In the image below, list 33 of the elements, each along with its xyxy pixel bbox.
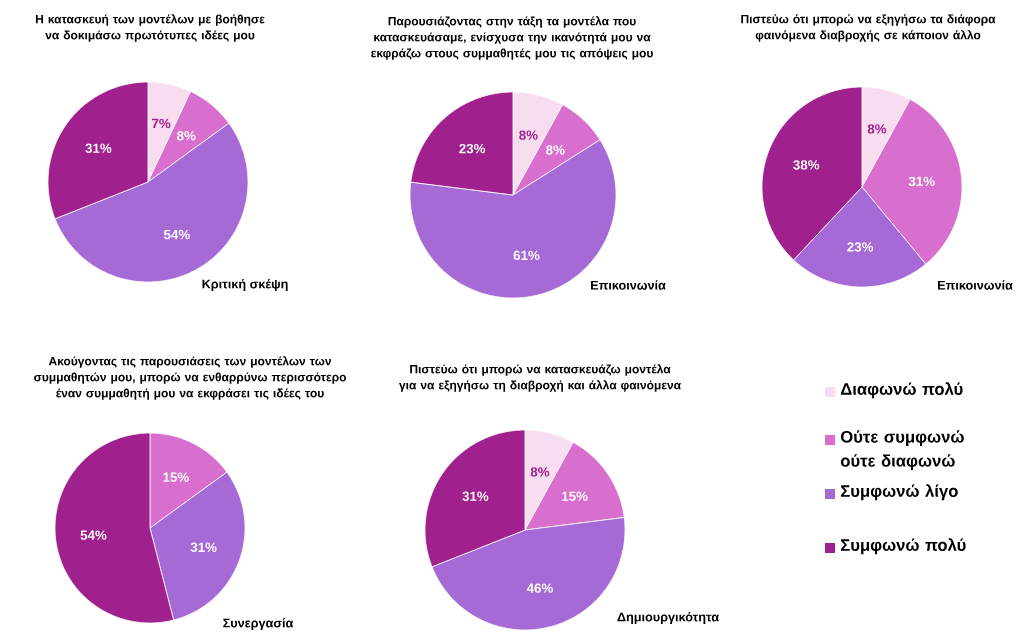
data-label: 46% bbox=[526, 583, 553, 593]
chart-title: Η κατασκευή των μοντέλων με βοήθησε να δοκιμάσω πρωτότυπες ιδέες μου bbox=[35, 14, 265, 42]
data-label: 31% bbox=[908, 176, 935, 187]
data-label: 15% bbox=[163, 472, 189, 482]
data-label: 23% bbox=[847, 242, 874, 252]
data-label: 54% bbox=[80, 530, 107, 540]
data-label: 38% bbox=[793, 160, 820, 170]
data-label: 54% bbox=[163, 229, 190, 240]
legend-label: Διαφωνώ πολύ bbox=[840, 382, 963, 399]
text: Επικοινωνία bbox=[938, 280, 1013, 290]
data-label: 31% bbox=[85, 143, 112, 153]
chart-title: Ακούγοντας τις παρουσιάσεις των μοντέλων των συμμαθητών μου, μπορώ να ενθαρρύνω περισσότερο έναν συμμαθητή μου να εκφράσει τις ιδέες του bbox=[34, 356, 346, 400]
data-label: 31% bbox=[190, 542, 217, 553]
data-label: 8% bbox=[530, 467, 550, 477]
chart-title: Πιστεύω ότι μπορώ να κατασκευάζω μοντέλα για να εξηγήσω τη διαβροχή και άλλα φαινόμενα bbox=[399, 364, 681, 392]
data-label: 8% bbox=[867, 124, 887, 134]
legend-label: Ούτε συμφωνώ ούτε διαφωνώ bbox=[840, 430, 964, 470]
data-label: 31% bbox=[462, 491, 489, 501]
data-label: 15% bbox=[562, 491, 588, 501]
chart-title: Πιστεύω ότι μπορώ να εξηγήσω τα διάφορα φαινόμενα διαβροχής σε κάποιον άλλο bbox=[741, 14, 996, 42]
data-label: 7% bbox=[152, 118, 171, 129]
data-label: 8% bbox=[546, 145, 565, 155]
legend-label: Συμφωνώ πολύ bbox=[841, 538, 966, 555]
text: Επικοινωνία bbox=[591, 280, 666, 290]
text: Συνεργασία bbox=[223, 618, 294, 630]
text: Δημιουργικότητα bbox=[617, 612, 719, 624]
chart-title: Παρουσιάζοντας στην τάξη τα μοντέλα που κατασκευάσαμε, ενίσχυσα την ικανότητά μου να εκφράζω στους συμμαθητές μου τις απόψεις μου bbox=[371, 16, 653, 60]
text: Κριτική σκέψη bbox=[202, 279, 288, 291]
legend-label: Συμφωνώ λίγο bbox=[841, 484, 958, 501]
data-label: 8% bbox=[519, 130, 538, 140]
data-label: 8% bbox=[177, 131, 196, 141]
data-label: 61% bbox=[513, 250, 540, 261]
data-label: 23% bbox=[459, 143, 486, 154]
